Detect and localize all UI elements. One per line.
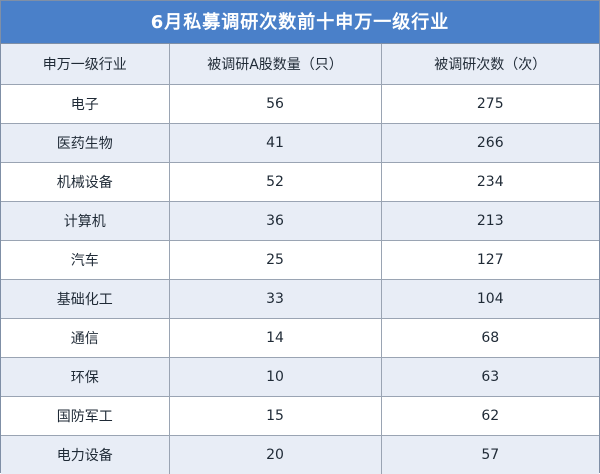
table-row: 基础化工 33 104 [1, 280, 599, 319]
table-row: 国防军工 15 62 [1, 397, 599, 436]
industry-cell: 医药生物 [1, 124, 169, 163]
stock-count-cell: 14 [169, 319, 381, 358]
survey-count-cell: 57 [381, 436, 599, 474]
table-row: 环保 10 63 [1, 358, 599, 397]
column-header-stock-count: 被调研A股数量（只） [169, 44, 381, 85]
industry-cell: 计算机 [1, 202, 169, 241]
table-row: 医药生物 41 266 [1, 124, 599, 163]
stock-count-cell: 15 [169, 397, 381, 436]
stock-count-cell: 52 [169, 163, 381, 202]
stock-count-cell: 10 [169, 358, 381, 397]
survey-count-cell: 62 [381, 397, 599, 436]
stock-count-cell: 56 [169, 85, 381, 124]
survey-count-cell: 234 [381, 163, 599, 202]
table-row: 机械设备 52 234 [1, 163, 599, 202]
industry-cell: 汽车 [1, 241, 169, 280]
survey-count-cell: 104 [381, 280, 599, 319]
survey-count-cell: 266 [381, 124, 599, 163]
stock-count-cell: 33 [169, 280, 381, 319]
industry-cell: 电子 [1, 85, 169, 124]
column-header-survey-count: 被调研次数（次） [381, 44, 599, 85]
table-row: 电力设备 20 57 [1, 436, 599, 474]
stock-count-cell: 20 [169, 436, 381, 474]
industry-cell: 环保 [1, 358, 169, 397]
survey-count-cell: 275 [381, 85, 599, 124]
industry-cell: 基础化工 [1, 280, 169, 319]
survey-count-cell: 68 [381, 319, 599, 358]
survey-count-cell: 63 [381, 358, 599, 397]
header-row: 申万一级行业 被调研A股数量（只） 被调研次数（次） [1, 44, 599, 85]
survey-count-cell: 127 [381, 241, 599, 280]
industry-cell: 国防军工 [1, 397, 169, 436]
column-header-industry: 申万一级行业 [1, 44, 169, 85]
stock-count-cell: 41 [169, 124, 381, 163]
table-row: 电子 56 275 [1, 85, 599, 124]
survey-count-cell: 213 [381, 202, 599, 241]
industry-cell: 通信 [1, 319, 169, 358]
stock-count-cell: 36 [169, 202, 381, 241]
industry-cell: 电力设备 [1, 436, 169, 474]
stock-count-cell: 25 [169, 241, 381, 280]
table-title: 6月私募调研次数前十申万一级行业 [1, 1, 599, 44]
table-row: 计算机 36 213 [1, 202, 599, 241]
industry-cell: 机械设备 [1, 163, 169, 202]
industry-table: 申万一级行业 被调研A股数量（只） 被调研次数（次） 电子 56 275 医药生… [1, 44, 599, 474]
table-row: 通信 14 68 [1, 319, 599, 358]
table-row: 汽车 25 127 [1, 241, 599, 280]
